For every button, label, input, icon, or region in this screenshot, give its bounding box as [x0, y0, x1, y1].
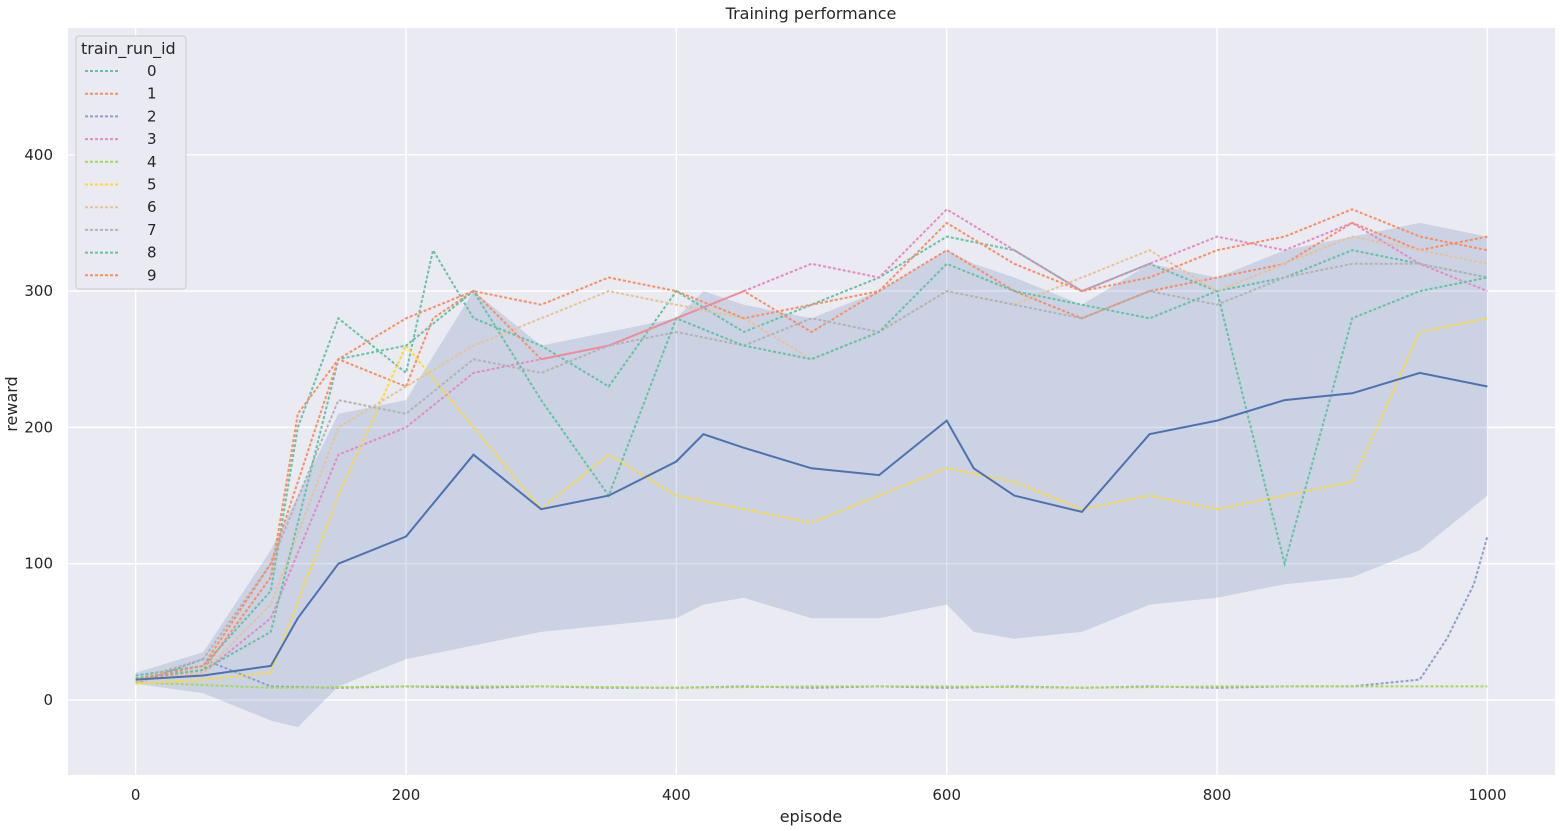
y-tick-label: 200	[24, 418, 53, 436]
legend-label-6: 6	[147, 198, 157, 216]
series-line-4	[135, 681, 1488, 689]
series-line-9	[135, 208, 1488, 681]
legend-label-9: 9	[147, 266, 157, 284]
x-tick-label: 400	[662, 786, 691, 804]
y-tick-label: 400	[24, 146, 53, 164]
x-tick-label: 800	[1203, 786, 1232, 804]
plot-area-background	[68, 28, 1555, 775]
legend-label-5: 5	[147, 176, 157, 194]
confidence-band	[135, 222, 1488, 728]
series-lines	[135, 208, 1489, 689]
series-line-5	[135, 317, 1488, 685]
chart-title: Training performance	[725, 4, 897, 23]
y-tick-label: 100	[24, 555, 53, 573]
tick-labels: 0 200 400 600 800 1000 0 100 200 300 400	[24, 146, 1506, 804]
series-line-0	[135, 235, 1488, 677]
y-tick-label: 0	[43, 691, 53, 709]
legend-title: train_run_id	[81, 39, 176, 59]
legend-label-2: 2	[147, 107, 157, 125]
x-tick-label: 0	[131, 786, 141, 804]
x-tick-label: 200	[392, 786, 421, 804]
legend-label-8: 8	[147, 244, 157, 262]
x-tick-label: 600	[932, 786, 961, 804]
series-line-7	[135, 262, 1488, 681]
x-tick-label: 1000	[1468, 786, 1506, 804]
x-axis-label: episode	[780, 807, 843, 826]
legend-label-0: 0	[147, 62, 157, 80]
legend-box	[75, 35, 187, 290]
legend-label-7: 7	[147, 221, 157, 239]
confidence-band-area	[135, 222, 1488, 728]
legend-label-3: 3	[147, 130, 157, 148]
mean-line-path	[135, 371, 1488, 681]
y-tick-label: 300	[24, 282, 53, 300]
mean-line	[135, 371, 1488, 681]
legend-label-1: 1	[147, 85, 157, 103]
legend: train_run_id 0 1 2 3 4 5 6 7 8 9	[75, 35, 187, 290]
legend-label-4: 4	[147, 153, 157, 171]
y-axis-label: reward	[2, 376, 21, 431]
series-line-6	[135, 235, 1488, 682]
